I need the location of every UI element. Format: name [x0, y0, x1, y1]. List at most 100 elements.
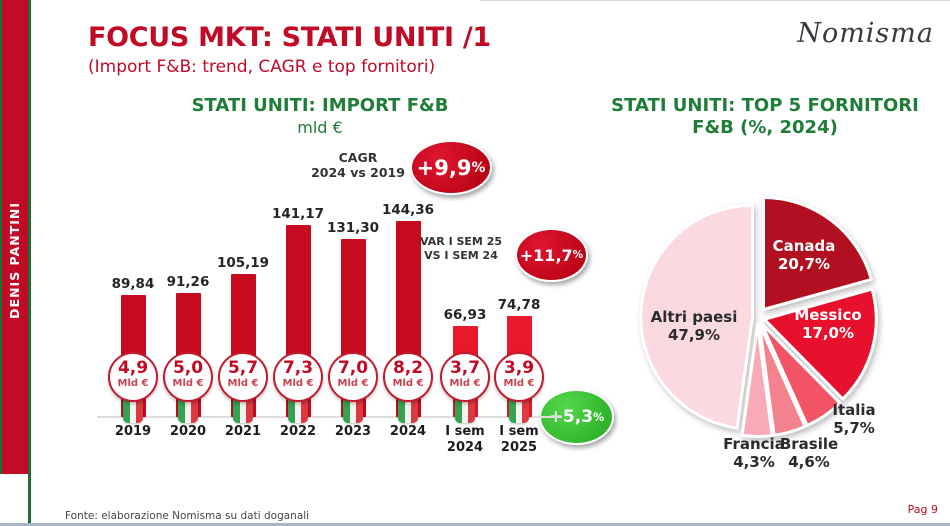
author-ribbon: [0, 0, 28, 474]
pie-label-name: Italia: [832, 401, 876, 419]
pie-label-canada: Canada 20,7%: [759, 237, 849, 273]
badge-value: 3,7: [449, 358, 481, 378]
axis-label-line: 2025: [500, 440, 538, 455]
ribbon-green-line: [28, 0, 31, 526]
italy-flag-icon-2022: [288, 395, 308, 423]
bottom-edge-line: [0, 523, 950, 526]
badge-mld-i-sem-2025: 3,9 Mld €: [494, 352, 544, 402]
bar-value-label-2022: 141,17: [271, 206, 325, 222]
axis-label-line: 2024: [446, 440, 484, 455]
cagr-annotation-label: CAGR 2024 vs 2019: [311, 150, 405, 180]
axis-label-line: I sem: [445, 424, 485, 439]
pie-label-name: Canada: [772, 237, 836, 255]
pie-label-brasile: Brasile 4,6%: [768, 435, 850, 471]
axis-label-2021: 2021: [211, 424, 275, 440]
badge-mld-2024: 8,2 Mld €: [383, 352, 433, 402]
pie-slice-italia: [759, 321, 842, 427]
badge-mld-2022: 7,3 Mld €: [273, 352, 323, 402]
badge-unit: Mld €: [117, 378, 149, 389]
axis-label-line: 2022: [279, 424, 317, 439]
pie-chart-title: STATI UNITI: TOP 5 FORNITORI F&B (%, 202…: [611, 95, 919, 138]
italy-flag-icon-i-sem-2024: [455, 395, 475, 423]
italy-flag-icon-2021: [233, 395, 253, 423]
bar-chart-baseline: [97, 416, 562, 418]
bar-value-label-2019: 89,84: [111, 276, 155, 292]
badge-value: 8,2: [392, 358, 424, 378]
pie-label-italia: Italia 5,7%: [813, 401, 895, 437]
bar-chart-unit-label: mld €: [297, 118, 343, 137]
pie-label-pct: 5,7%: [833, 419, 875, 437]
axis-label-line: 2024: [389, 424, 427, 439]
page-subtitle: (Import F&B: trend, CAGR e top fornitori…: [88, 57, 436, 77]
pie-label-francia: Francia 4,3%: [713, 435, 795, 471]
bar-value-label-2020: 91,26: [166, 274, 210, 290]
axis-label-2023: 2023: [321, 424, 385, 440]
pie-label-name: Brasile: [779, 435, 839, 453]
nomisma-logo: Nomisma: [797, 18, 934, 49]
badge-unit: Mld €: [227, 378, 259, 389]
axis-label-2022: 2022: [266, 424, 330, 440]
badge-mld-2023: 7,0 Mld €: [328, 352, 378, 402]
axis-label-2020: 2020: [156, 424, 220, 440]
badge-unit: Mld €: [503, 378, 535, 389]
italy-flag-icon-2024: [398, 395, 418, 423]
pie-svg: [639, 196, 878, 438]
badge-value: 4,9: [117, 358, 149, 378]
pie-slice-brasile: [757, 322, 807, 437]
italy-flag-icon-2019: [123, 395, 143, 423]
bar-chart-title: STATI UNITI: IMPORT F&B: [191, 95, 449, 116]
axis-label-line: 2021: [224, 424, 262, 439]
pie-slice-altri-paesi: [639, 203, 754, 430]
bar-value-label-2021: 105,19: [216, 255, 270, 271]
pie-label-pct: 4,3%: [733, 453, 775, 471]
badge-mld-i-sem-2024: 3,7 Mld €: [440, 352, 490, 402]
page-number: Pag 9: [907, 503, 938, 516]
pie-label-pct: 17,0%: [801, 324, 855, 342]
bar-value-label-2023: 131,30: [326, 220, 380, 236]
badge-value: 3,9: [503, 358, 535, 378]
bar-value-label-i-sem-2024: 66,93: [443, 307, 487, 323]
pie-label-name: Messico: [794, 306, 862, 324]
bar-value-label-i-sem-2025: 74,78: [497, 297, 541, 313]
badge-unit: Mld €: [392, 378, 424, 389]
axis-label-i-sem-2024: I sem 2024: [433, 424, 497, 456]
pie-label-pct: 4,6%: [788, 453, 830, 471]
var-annotation-label: VAR I SEM 25 VS I SEM 24: [419, 235, 503, 262]
pie-label-messico: Messico 17,0%: [782, 306, 874, 342]
cagr-value-badge: +9,9%: [410, 140, 492, 195]
footer-source: Fonte: elaborazione Nomisma su dati doga…: [65, 510, 310, 522]
axis-label-line: 2019: [114, 424, 152, 439]
page-title: FOCUS MKT: STATI UNITI /1: [88, 22, 491, 53]
pie-slice-francia: [740, 323, 774, 438]
badge-mld-2021: 5,7 Mld €: [218, 352, 268, 402]
pie-slice-messico: [762, 287, 878, 401]
top-edge-line: [480, 0, 950, 1]
badge-value: 7,3: [282, 358, 314, 378]
badge-value: 5,0: [172, 358, 204, 378]
pie-label-name: Altri paesi: [650, 308, 738, 326]
italy-flag-icon-2020: [178, 395, 198, 423]
pie-label-name: Francia: [723, 435, 785, 453]
axis-label-line: I sem: [499, 424, 539, 439]
badge-mld-2019: 4,9 Mld €: [108, 352, 158, 402]
axis-label-2019: 2019: [101, 424, 165, 440]
var-value-badge: +11,7%: [515, 228, 588, 282]
pie-label-pct: 20,7%: [777, 255, 831, 273]
pie-label-pct: 47,9%: [667, 326, 721, 344]
bar-value-label-2024: 144,36: [381, 202, 435, 218]
axis-label-line: 2023: [334, 424, 372, 439]
axis-label-2024: 2024: [376, 424, 440, 440]
italy-flag-icon-2023: [343, 395, 363, 423]
axis-label-i-sem-2025: I sem 2025: [487, 424, 551, 456]
badge-unit: Mld €: [337, 378, 369, 389]
pie-label-altri-paesi: Altri paesi 47,9%: [645, 308, 743, 344]
italy-flag-icon-i-sem-2025: [509, 395, 529, 423]
badge-unit: Mld €: [172, 378, 204, 389]
badge-unit: Mld €: [282, 378, 314, 389]
pie-slice-canada: [762, 196, 873, 311]
badge-mld-2020: 5,0 Mld €: [163, 352, 213, 402]
badge-unit: Mld €: [449, 378, 481, 389]
